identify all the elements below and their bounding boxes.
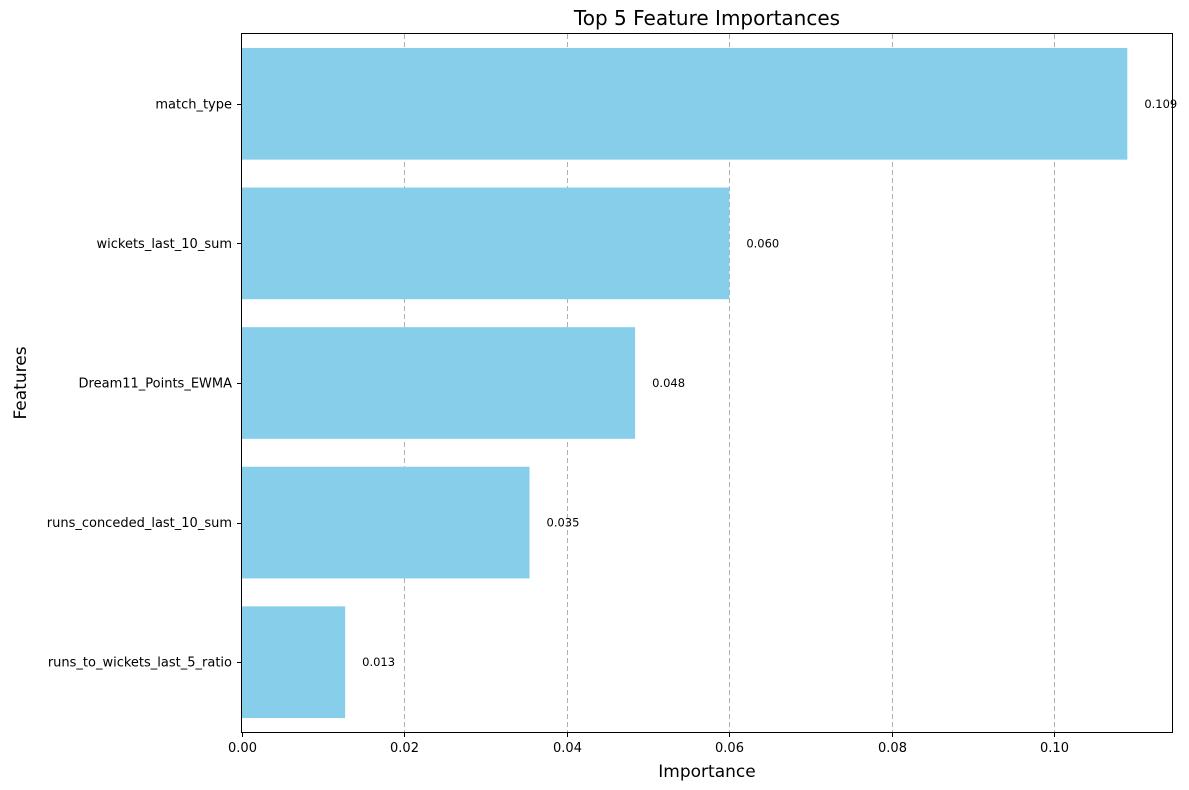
y-tick-label: runs_to_wickets_last_5_ratio bbox=[48, 656, 232, 671]
x-tick-label: 0.04 bbox=[553, 741, 582, 756]
bar bbox=[242, 47, 1128, 160]
bar bbox=[242, 327, 636, 439]
y-tick-label: wickets_last_10_sum bbox=[97, 237, 233, 252]
chart-title: Top 5 Feature Importances bbox=[573, 6, 840, 30]
bar-value-label: 0.048 bbox=[652, 376, 685, 390]
x-axis-ticks: 0.00 0.02 0.04 0.06 0.08 0.10 bbox=[228, 732, 1069, 756]
x-tick-label: 0.06 bbox=[715, 741, 744, 756]
bar bbox=[242, 606, 346, 719]
y-tick-label: runs_conceded_last_10_sum bbox=[47, 516, 232, 531]
y-tick-label: match_type bbox=[155, 97, 232, 112]
y-axis-ticks: runs_to_wickets_last_5_ratio runs_concede… bbox=[47, 97, 242, 671]
bar-value-label: 0.013 bbox=[362, 655, 395, 669]
y-tick-label: Dream11_Points_EWMA bbox=[79, 377, 233, 392]
x-tick-label: 0.08 bbox=[878, 741, 907, 756]
value-labels: 0.013 0.035 0.048 0.060 0.109 bbox=[362, 97, 1177, 669]
bars bbox=[242, 47, 1128, 719]
bar bbox=[242, 466, 530, 579]
bar-value-label: 0.109 bbox=[1144, 97, 1177, 111]
bar bbox=[242, 187, 730, 300]
bar-value-label: 0.035 bbox=[547, 516, 580, 530]
y-axis-title: Features bbox=[11, 346, 31, 419]
x-tick-label: 0.10 bbox=[1040, 741, 1069, 756]
bar-value-label: 0.060 bbox=[746, 236, 779, 250]
x-axis-title: Importance bbox=[658, 762, 755, 782]
x-tick-label: 0.00 bbox=[228, 741, 257, 756]
x-tick-label: 0.02 bbox=[390, 741, 419, 756]
